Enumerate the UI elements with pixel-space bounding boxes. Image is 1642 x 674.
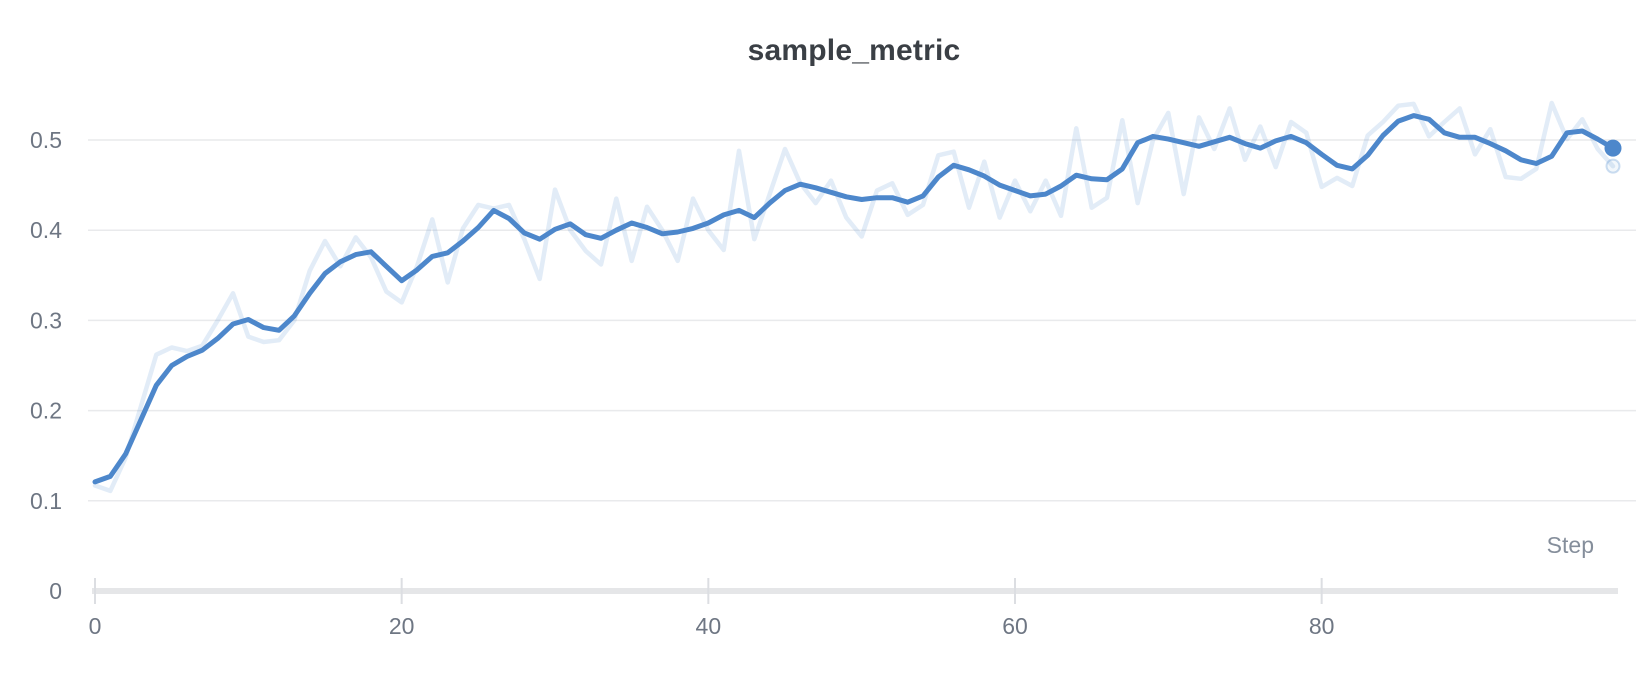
y-tick-label: 0 <box>49 578 62 604</box>
series-lines <box>92 100 1622 494</box>
y-tick-label: 0.5 <box>30 127 62 153</box>
x-tick-label: 40 <box>696 613 722 639</box>
x-axis <box>92 578 1618 604</box>
x-tick-label: 0 <box>89 613 102 639</box>
raw-series-line <box>92 100 1616 494</box>
gridlines <box>88 139 1636 502</box>
axis-tick-labels: 0 0.1 0.2 0.3 0.4 0.5 0 20 40 60 80 <box>30 127 1334 639</box>
chart-title: sample_metric <box>747 34 961 67</box>
smoothed-series-line <box>92 113 1616 485</box>
x-axis-line <box>92 588 1618 594</box>
y-tick-label: 0.3 <box>30 307 62 333</box>
smoothed-series-end-dot <box>1604 139 1622 157</box>
y-tick-label: 0.4 <box>30 217 62 243</box>
raw-series-end-ring <box>1605 158 1621 174</box>
x-tick-label: 20 <box>389 613 415 639</box>
x-axis-label: Step <box>1547 532 1594 558</box>
x-tick-label: 80 <box>1309 613 1335 639</box>
y-tick-label: 0.1 <box>30 488 62 514</box>
x-tick-label: 60 <box>1002 613 1028 639</box>
y-tick-label: 0.2 <box>30 398 62 424</box>
